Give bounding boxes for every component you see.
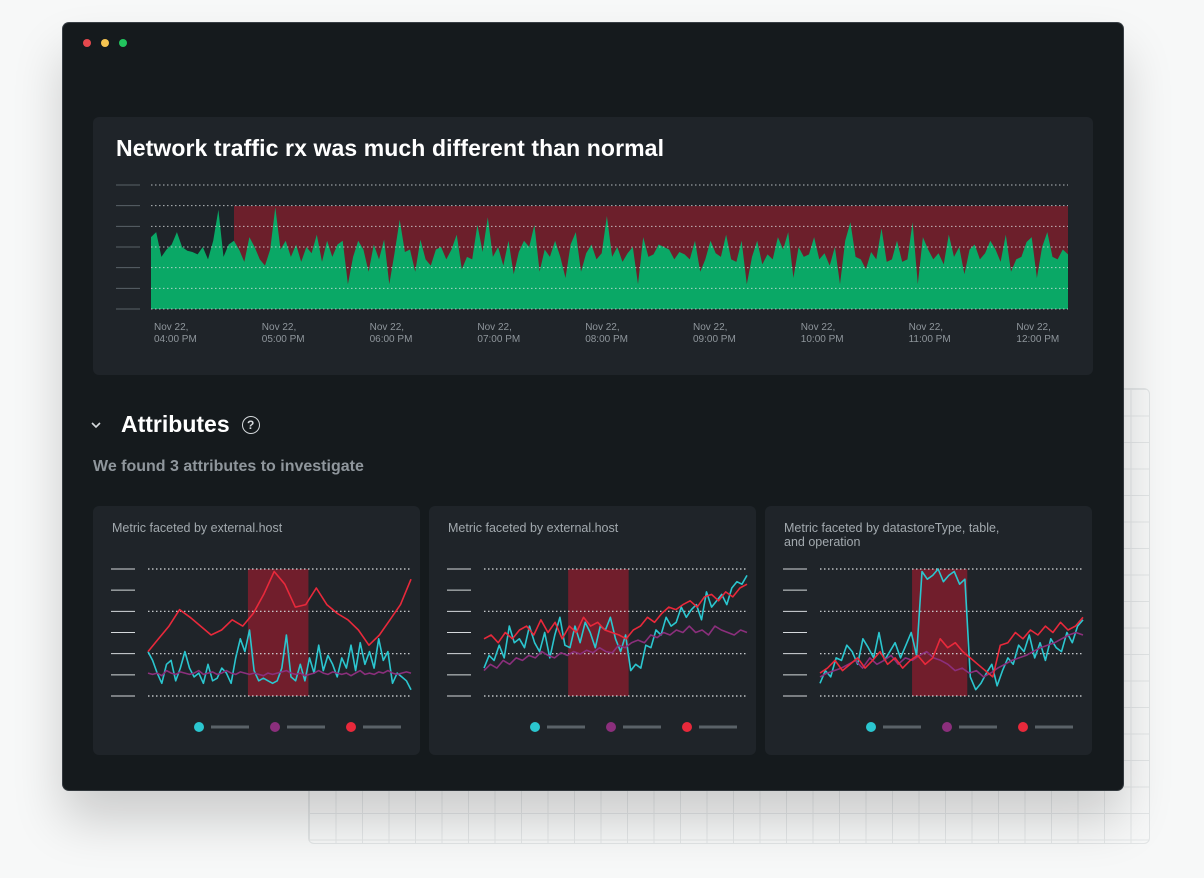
x-tick-label: Nov 22, <box>1016 322 1050 333</box>
app-window: Network traffic rx was much different th… <box>63 23 1123 790</box>
legend-swatch <box>270 722 280 732</box>
series-line <box>147 669 412 677</box>
attributes-header: Attributes ? <box>91 411 260 438</box>
x-tick-label: Nov 22, <box>262 322 296 333</box>
series-line <box>819 568 1084 691</box>
x-tick-label: 11:00 PM <box>909 334 951 345</box>
x-tick-label: Nov 22, <box>801 322 835 333</box>
traffic-area-series <box>151 207 1068 309</box>
series-line <box>147 629 412 691</box>
attribute-card-3[interactable]: Metric faceted by datastoreType, table, … <box>765 506 1092 755</box>
attribute-chart-3 <box>783 568 1084 732</box>
window-controls <box>83 39 127 47</box>
legend-swatch <box>194 722 204 732</box>
x-tick-label: 12:00 PM <box>1016 334 1059 345</box>
close-window-button[interactable] <box>83 39 91 47</box>
legend-swatch <box>530 722 540 732</box>
series-line <box>147 570 412 653</box>
attributes-title: Attributes <box>121 411 230 437</box>
legend-swatch <box>606 722 616 732</box>
x-tick-label: 10:00 PM <box>801 334 844 345</box>
series-line <box>483 625 748 672</box>
main-chart-panel: Network traffic rx was much different th… <box>93 117 1093 375</box>
x-tick-label: Nov 22, <box>477 322 511 333</box>
legend-swatch <box>682 722 692 732</box>
series-line <box>483 574 748 672</box>
x-tick-label: Nov 22, <box>370 322 404 333</box>
help-icon[interactable]: ? <box>241 415 260 434</box>
maximize-window-button[interactable] <box>119 39 127 47</box>
attribute-card-title: Metric faceted by datastoreType, table, … <box>784 521 1000 549</box>
attribute-card-title: Metric faceted by external.host <box>448 521 619 535</box>
attribute-chart-1 <box>111 568 412 732</box>
attribute-card-title: Metric faceted by external.host <box>112 521 283 535</box>
series-line <box>483 583 748 644</box>
series-line <box>819 616 1084 678</box>
x-tick-label: 07:00 PM <box>477 334 520 345</box>
x-tick-label: 04:00 PM <box>154 334 197 345</box>
attribute-card-2[interactable]: Metric faceted by external.host <box>429 506 756 755</box>
x-tick-label: 06:00 PM <box>370 334 413 345</box>
x-tick-label: Nov 22, <box>693 322 727 333</box>
legend-swatch <box>1018 722 1028 732</box>
main-chart-title: Network traffic rx was much different th… <box>116 135 665 161</box>
minimize-window-button[interactable] <box>101 39 109 47</box>
chevron-down-icon[interactable] <box>91 418 111 432</box>
attribute-chart-2 <box>447 568 748 732</box>
x-tick-label: 08:00 PM <box>585 334 628 345</box>
attribute-card-1[interactable]: Metric faceted by external.host <box>93 506 420 755</box>
legend-swatch <box>346 722 356 732</box>
attributes-summary: We found 3 attributes to investigate <box>93 458 364 475</box>
legend-swatch <box>942 722 952 732</box>
x-tick-label: 09:00 PM <box>693 334 736 345</box>
x-tick-label: Nov 22, <box>585 322 619 333</box>
x-tick-label: Nov 22, <box>154 322 188 333</box>
legend-swatch <box>866 722 876 732</box>
x-tick-label: Nov 22, <box>909 322 943 333</box>
x-tick-label: 05:00 PM <box>262 334 305 345</box>
